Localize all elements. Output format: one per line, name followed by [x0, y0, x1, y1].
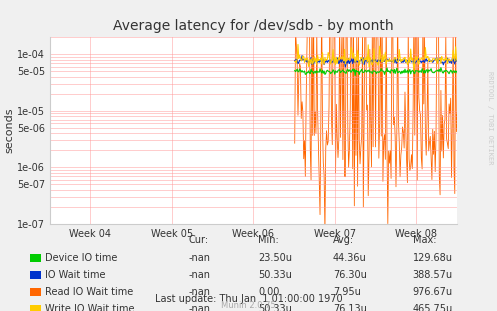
Text: -nan: -nan	[189, 287, 211, 297]
Text: Munin 2.0.75: Munin 2.0.75	[221, 301, 276, 310]
Text: 76.13u: 76.13u	[333, 304, 367, 311]
Text: 129.68u: 129.68u	[413, 253, 452, 263]
Text: Read IO Wait time: Read IO Wait time	[45, 287, 133, 297]
Text: -nan: -nan	[189, 304, 211, 311]
Text: Cur:: Cur:	[189, 234, 209, 244]
Text: Min:: Min:	[258, 234, 279, 244]
Text: Avg:: Avg:	[333, 234, 354, 244]
Text: RRDTOOL / TOBI OETIKER: RRDTOOL / TOBI OETIKER	[487, 72, 493, 165]
Text: 388.57u: 388.57u	[413, 270, 453, 280]
Title: Average latency for /dev/sdb - by month: Average latency for /dev/sdb - by month	[113, 19, 394, 33]
Text: 50.33u: 50.33u	[258, 304, 292, 311]
Text: Max:: Max:	[413, 234, 436, 244]
Text: 7.95u: 7.95u	[333, 287, 361, 297]
Text: Write IO Wait time: Write IO Wait time	[45, 304, 134, 311]
Text: 50.33u: 50.33u	[258, 270, 292, 280]
Text: -nan: -nan	[189, 253, 211, 263]
Text: -nan: -nan	[189, 270, 211, 280]
Text: 44.36u: 44.36u	[333, 253, 367, 263]
Text: Last update: Thu Jan  1 01:00:00 1970: Last update: Thu Jan 1 01:00:00 1970	[155, 294, 342, 304]
Text: 465.75u: 465.75u	[413, 304, 453, 311]
Y-axis label: seconds: seconds	[4, 108, 14, 153]
Text: 976.67u: 976.67u	[413, 287, 453, 297]
Text: 0.00: 0.00	[258, 287, 280, 297]
Text: Device IO time: Device IO time	[45, 253, 117, 263]
Text: 23.50u: 23.50u	[258, 253, 292, 263]
Text: 76.30u: 76.30u	[333, 270, 367, 280]
Text: IO Wait time: IO Wait time	[45, 270, 105, 280]
